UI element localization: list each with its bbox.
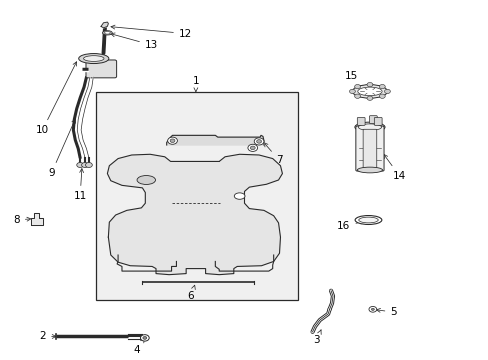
Circle shape (384, 89, 389, 94)
Ellipse shape (357, 167, 382, 173)
Text: 12: 12 (111, 25, 192, 39)
Circle shape (140, 335, 149, 341)
Ellipse shape (357, 87, 381, 96)
Ellipse shape (354, 122, 384, 132)
Text: 3: 3 (312, 330, 321, 345)
Circle shape (170, 139, 175, 143)
Text: 5: 5 (376, 307, 396, 317)
Text: 4: 4 (133, 339, 144, 355)
Text: 14: 14 (383, 154, 405, 181)
Text: 6: 6 (187, 285, 195, 301)
Text: 13: 13 (111, 33, 158, 50)
Circle shape (254, 138, 264, 145)
Polygon shape (30, 213, 42, 225)
Ellipse shape (358, 217, 377, 223)
Circle shape (77, 162, 83, 167)
Circle shape (366, 82, 372, 87)
Circle shape (250, 146, 255, 150)
Ellipse shape (358, 124, 381, 130)
Ellipse shape (102, 31, 112, 35)
FancyBboxPatch shape (357, 117, 365, 125)
Circle shape (247, 144, 257, 152)
Ellipse shape (234, 193, 244, 199)
Circle shape (379, 94, 385, 98)
Circle shape (371, 308, 373, 310)
Circle shape (142, 337, 146, 339)
Circle shape (256, 140, 261, 143)
Ellipse shape (83, 56, 104, 62)
Text: 15: 15 (344, 71, 366, 89)
Text: 1: 1 (192, 76, 199, 92)
Text: 8: 8 (13, 215, 31, 225)
FancyBboxPatch shape (373, 117, 381, 125)
Bar (96, 93, 297, 300)
Circle shape (167, 137, 177, 144)
Text: 10: 10 (36, 62, 77, 135)
Circle shape (81, 162, 88, 167)
Circle shape (349, 89, 355, 94)
Polygon shape (166, 135, 264, 145)
Text: 2: 2 (40, 332, 56, 342)
Ellipse shape (352, 85, 386, 98)
Ellipse shape (137, 176, 155, 184)
Text: 9: 9 (48, 119, 75, 178)
Text: 11: 11 (73, 168, 86, 201)
Polygon shape (107, 154, 282, 275)
Text: 16: 16 (337, 220, 364, 231)
FancyBboxPatch shape (355, 126, 383, 171)
Ellipse shape (79, 54, 109, 64)
FancyBboxPatch shape (363, 129, 376, 168)
Circle shape (368, 306, 376, 312)
Circle shape (85, 162, 92, 167)
Circle shape (354, 94, 360, 98)
Circle shape (379, 85, 385, 89)
Polygon shape (101, 22, 108, 28)
Circle shape (354, 85, 360, 89)
FancyBboxPatch shape (86, 60, 116, 78)
Circle shape (366, 96, 372, 100)
Text: 7: 7 (264, 143, 282, 165)
FancyBboxPatch shape (369, 116, 376, 123)
Ellipse shape (104, 32, 110, 34)
Ellipse shape (354, 216, 381, 225)
